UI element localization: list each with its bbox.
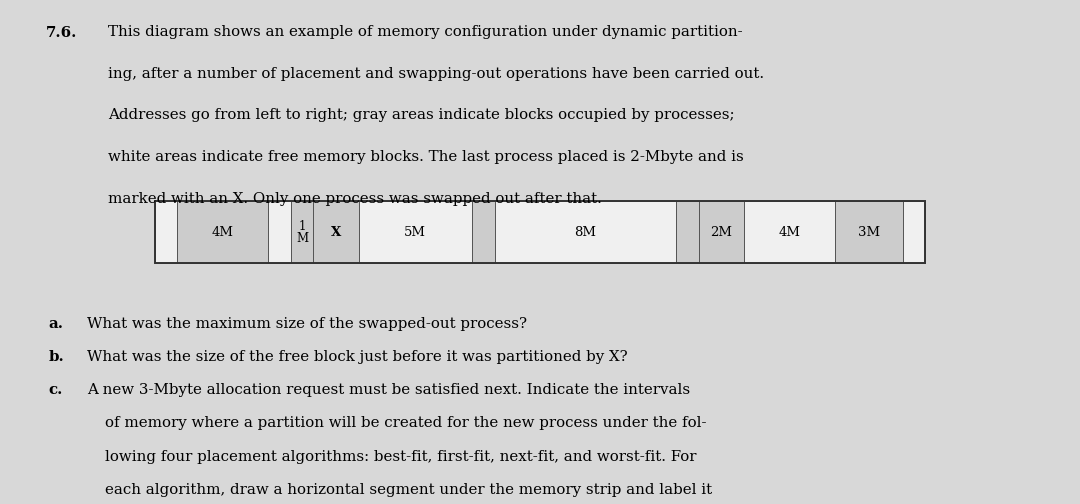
Text: What was the maximum size of the swapped-out process?: What was the maximum size of the swapped… [87,317,527,331]
Text: each algorithm, draw a horizontal segment under the memory strip and label it: each algorithm, draw a horizontal segmen… [105,483,712,497]
Text: lowing four placement algorithms: best-fit, first-fit, next-fit, and worst-fit. : lowing four placement algorithms: best-f… [105,450,697,464]
Bar [676,202,699,264]
Text: This diagram shows an example of memory configuration under dynamic partition-: This diagram shows an example of memory … [108,25,743,39]
Bar [291,202,313,264]
Text: a.: a. [49,317,64,331]
Text: 5M: 5M [404,226,427,239]
Text: What was the size of the free block just before it was partitioned by X?: What was the size of the free block just… [87,350,627,364]
Bar [313,202,359,264]
Bar [903,202,926,264]
Bar [268,202,291,264]
Text: 2M: 2M [711,226,732,239]
Text: ing, after a number of placement and swapping-out operations have been carried o: ing, after a number of placement and swa… [108,67,764,81]
Text: X: X [330,226,341,239]
Text: 4M: 4M [212,226,233,239]
Text: b.: b. [49,350,65,364]
Text: marked with an X. Only one process was swapped out after that.: marked with an X. Only one process was s… [108,192,602,206]
Text: of memory where a partition will be created for the new process under the fol-: of memory where a partition will be crea… [105,416,706,430]
Bar [154,202,177,264]
Bar [744,202,835,264]
Bar [835,202,903,264]
Text: white areas indicate free memory blocks. The last process placed is 2-Mbyte and : white areas indicate free memory blocks.… [108,150,744,164]
Text: 1
M: 1 M [296,220,308,245]
Text: 4M: 4M [779,226,800,239]
Bar [495,202,676,264]
Text: A new 3-Mbyte allocation request must be satisfied next. Indicate the intervals: A new 3-Mbyte allocation request must be… [87,383,690,397]
Text: 7.6.: 7.6. [45,26,77,40]
Text: Addresses go from left to right; gray areas indicate blocks occupied by processe: Addresses go from left to right; gray ar… [108,108,734,122]
Bar [359,202,472,264]
Bar [699,202,744,264]
Bar [177,202,268,264]
Text: 3M: 3M [858,226,879,239]
Bar [472,202,495,264]
Text: c.: c. [49,383,63,397]
Bar [154,202,926,264]
Text: 8M: 8M [575,226,596,239]
